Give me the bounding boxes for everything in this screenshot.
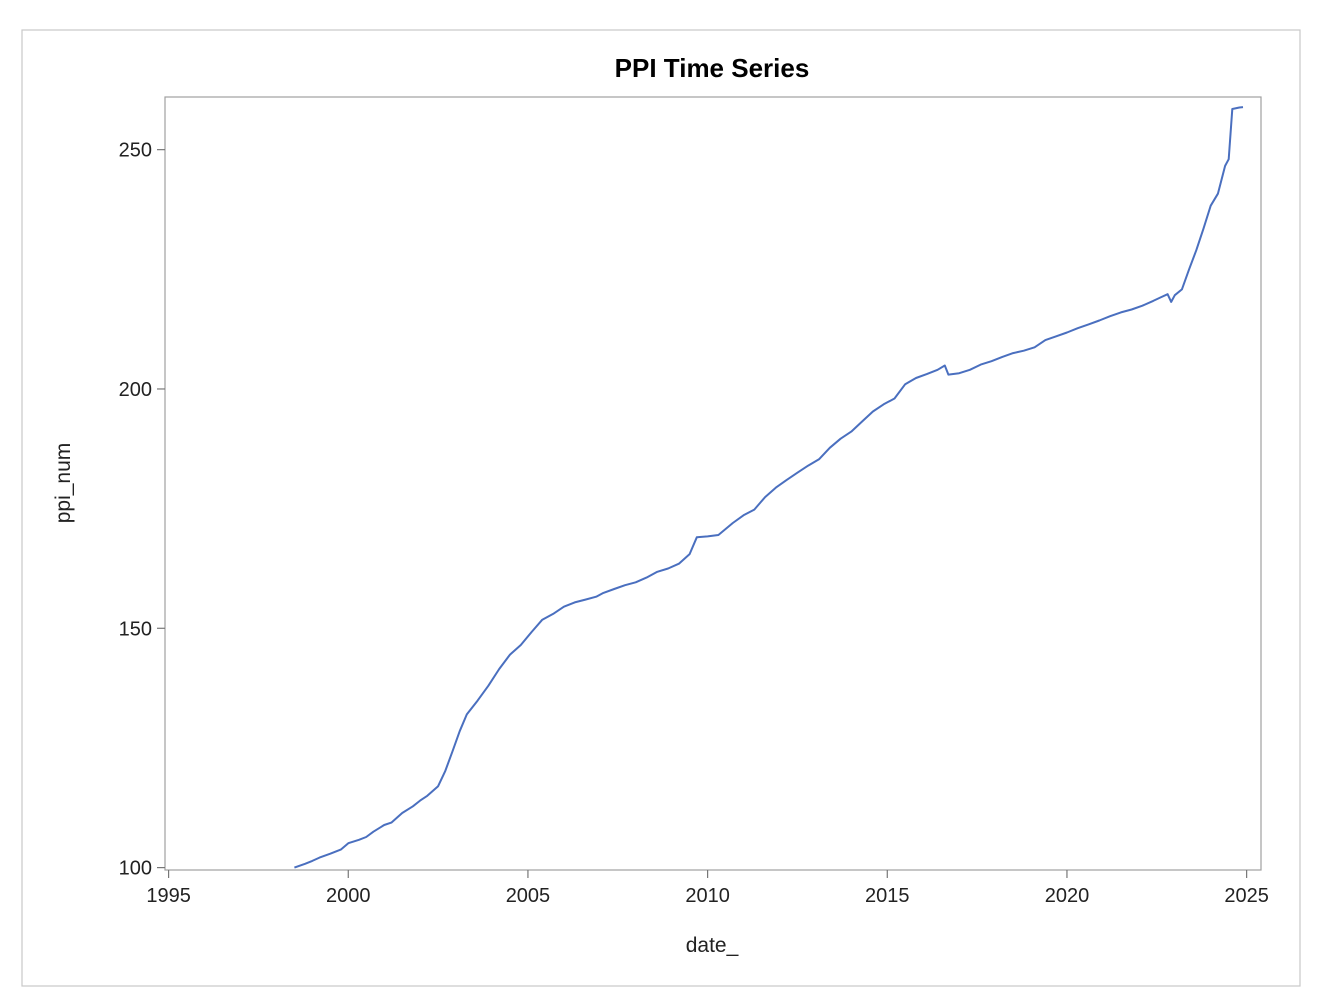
- y-axis-label: ppi_num: [52, 443, 75, 524]
- y-tick-label-150: 150: [119, 618, 152, 640]
- x-tick-label-2025: 2025: [1224, 885, 1269, 907]
- x-tick-label-2000: 2000: [326, 885, 371, 907]
- y-tick-label-250: 250: [119, 140, 152, 162]
- x-tick-label-2010: 2010: [685, 885, 730, 907]
- x-tick-label-2020: 2020: [1045, 885, 1090, 907]
- y-axis: 100 150 200 250: [119, 140, 165, 880]
- plot-area: [164, 96, 1262, 871]
- y-tick-label-200: 200: [119, 379, 152, 401]
- x-tick-label-2005: 2005: [506, 885, 551, 907]
- y-tick-label-100: 100: [119, 858, 152, 880]
- x-axis-label: date_: [686, 934, 739, 957]
- x-tick-label-2015: 2015: [865, 885, 910, 907]
- chart-title: PPI Time Series: [615, 53, 810, 83]
- x-tick-label-1995: 1995: [146, 885, 191, 907]
- x-axis: 1995 2000 2005 2010 2015 2020 2025: [146, 870, 1269, 907]
- series-line-ppi: [294, 106, 1244, 869]
